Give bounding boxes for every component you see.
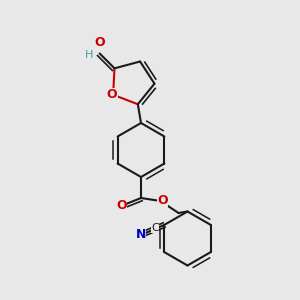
- Text: C: C: [151, 223, 159, 233]
- Text: O: O: [94, 36, 105, 49]
- Text: O: O: [106, 88, 117, 101]
- Text: N: N: [136, 228, 146, 241]
- Text: H: H: [85, 50, 94, 60]
- Text: O: O: [116, 199, 127, 212]
- Text: O: O: [158, 194, 168, 207]
